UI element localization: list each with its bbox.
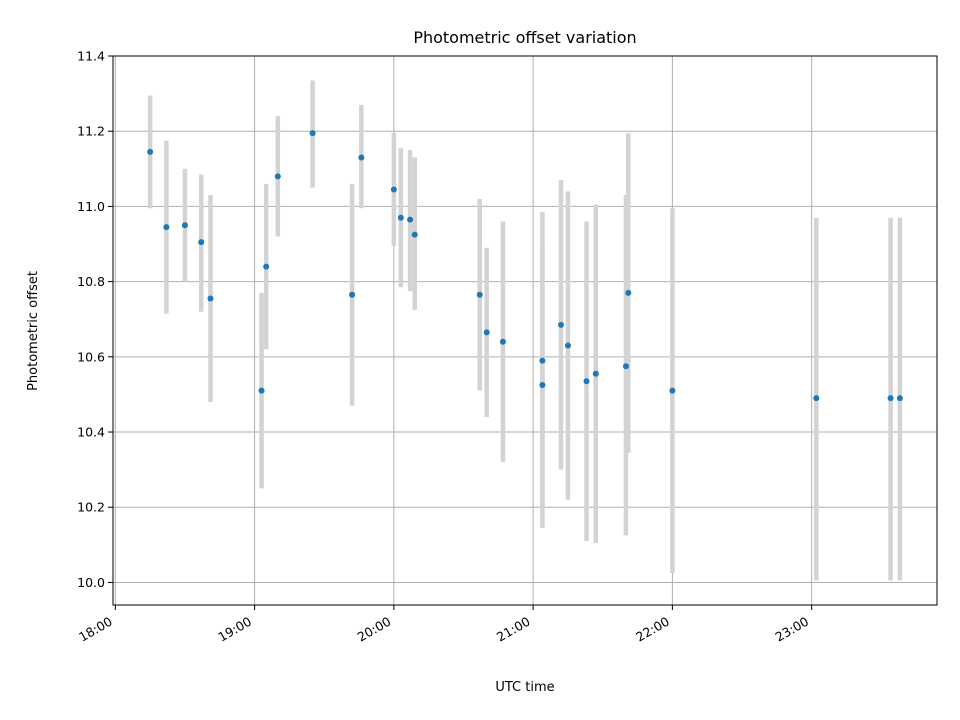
data-point	[476, 291, 483, 298]
data-point	[622, 363, 629, 370]
data-point	[258, 387, 265, 394]
x-axis-label: UTC time	[495, 680, 554, 695]
data-point	[207, 295, 214, 302]
y-tick-label: 10.4	[77, 425, 105, 440]
y-tick-label: 11.4	[77, 49, 105, 64]
y-tick-label: 10.8	[77, 274, 105, 289]
data-point	[263, 263, 270, 270]
data-point	[390, 186, 397, 193]
data-point	[483, 329, 490, 336]
data-point	[557, 321, 564, 328]
chart-title: Photometric offset variation	[413, 28, 636, 47]
data-point	[592, 370, 599, 377]
data-point	[813, 395, 820, 402]
data-point	[349, 291, 356, 298]
data-point	[181, 222, 188, 229]
data-point	[358, 154, 365, 161]
y-tick-label: 10.6	[77, 349, 105, 364]
data-point	[274, 173, 281, 180]
data-point	[407, 216, 414, 223]
data-markers	[147, 130, 903, 402]
data-point	[583, 378, 590, 385]
data-point	[896, 395, 903, 402]
data-point	[147, 148, 154, 155]
data-point	[887, 395, 894, 402]
data-point	[564, 342, 571, 349]
y-tick-label: 11.0	[77, 199, 105, 214]
y-tick-label: 10.0	[77, 575, 105, 590]
data-point	[539, 357, 546, 364]
plot-frame	[112, 55, 938, 606]
data-point	[669, 387, 676, 394]
data-point	[499, 338, 506, 345]
y-tick-label: 11.2	[77, 124, 105, 139]
data-point	[397, 214, 404, 221]
data-point	[163, 224, 170, 231]
data-point	[539, 382, 546, 389]
data-point	[411, 231, 418, 238]
y-tick-label: 10.2	[77, 500, 105, 515]
data-point	[309, 130, 316, 137]
data-point	[198, 239, 205, 246]
y-axis-label: Photometric offset	[26, 271, 41, 391]
data-point	[625, 289, 632, 296]
